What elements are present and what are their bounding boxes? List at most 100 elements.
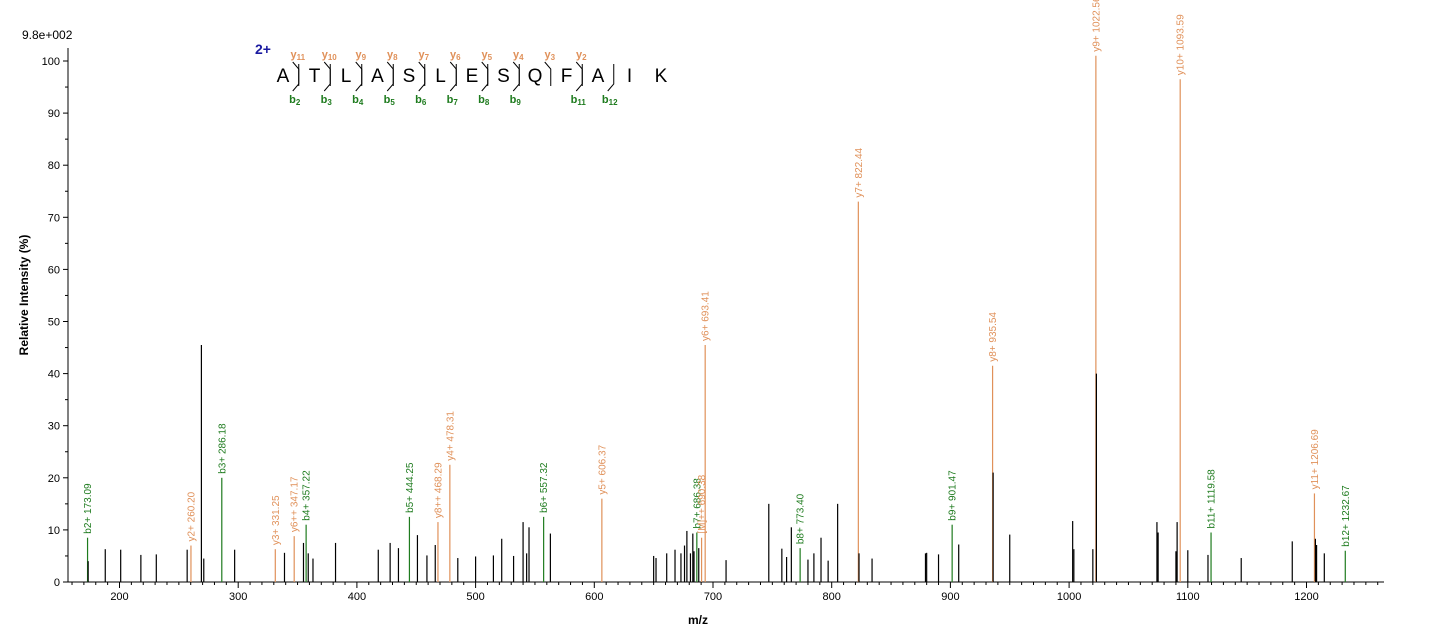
peak-labels: b2+ 173.09 y2+ 260.20 b3+ 286.18 y3+ 331.25… [83, 0, 1352, 547]
b-ion-label: b6 [415, 94, 427, 107]
y-fragment-marker [544, 61, 552, 86]
peak-label: b5+ 444.25 [405, 462, 416, 513]
residue: F [561, 66, 573, 87]
b-ion-label: b12 [602, 94, 618, 107]
peak-label: y11+ 1206.69 [1310, 429, 1321, 490]
b-ion-label: b11 [571, 94, 587, 107]
b-fragment-marker [386, 64, 394, 92]
x-tick-label: 400 [348, 591, 366, 603]
peak-label: y4+ 478.31 [445, 411, 456, 461]
b-fragment-marker [575, 64, 583, 92]
y-tick-label: 30 [48, 421, 60, 433]
peak-label: y10+ 1093.59 [1176, 14, 1187, 75]
peak-label: y5+ 606.37 [597, 444, 608, 494]
peak-label: y6+ 693.41 [701, 291, 712, 341]
peak-label: b7+ 686.38 [692, 478, 703, 529]
y-ion-label: y5 [481, 49, 492, 62]
y-fragment-marker [292, 61, 300, 86]
b-ion-label: b9 [510, 94, 522, 107]
peak-label: b3+ 286.18 [217, 423, 228, 474]
peak-label: y7+ 822.44 [854, 147, 865, 197]
y-ion-label: y11 [290, 49, 305, 62]
y-tick-label: 0 [54, 577, 60, 589]
b-ion-label: b8 [478, 94, 490, 107]
residue: S [403, 66, 416, 87]
residue: I [627, 66, 632, 87]
residue: L [341, 66, 352, 87]
y-tick-label: 20 [48, 473, 60, 485]
y-fragment-marker [512, 61, 520, 86]
b-ion-label: b7 [447, 94, 459, 107]
peak-label: [M]++ 690.38 [697, 474, 708, 533]
peak-label: b12+ 1232.67 [1341, 485, 1352, 547]
peak-label: y3+ 331.25 [271, 495, 282, 545]
b-ion-label: b3 [321, 94, 333, 107]
x-tick-label: 500 [466, 591, 484, 603]
y-tick-label: 80 [48, 160, 60, 172]
y-fragment-marker [323, 61, 331, 86]
b-ion-label: b2 [289, 94, 301, 107]
y-ion-label: y4 [513, 49, 524, 62]
y-tick-label: 90 [48, 108, 60, 120]
b-ion-label: b4 [352, 94, 364, 107]
y-ion-label: y2 [576, 49, 587, 62]
y-ion-label: y8 [387, 49, 398, 62]
residue: A [277, 66, 290, 87]
x-tick-label: 200 [110, 591, 128, 603]
charge-state: 2+ [255, 41, 271, 57]
x-tick-label: 300 [229, 591, 247, 603]
y-ion-label: y3 [544, 49, 555, 62]
b-fragment-marker [449, 64, 457, 92]
peak-label: b2+ 173.09 [83, 483, 94, 534]
peak-label: y2+ 260.20 [186, 491, 197, 541]
peak-label: y8+ 935.54 [988, 312, 999, 362]
x-tick-label: 700 [704, 591, 722, 603]
x-tick-label: 600 [585, 591, 603, 603]
y-fragment-marker [449, 61, 457, 86]
y-axis-label: Relative Intensity (%) [17, 235, 31, 356]
b-fragment-marker [355, 64, 363, 92]
residue: E [466, 66, 479, 87]
y-fragment-marker [355, 61, 363, 86]
residue: L [435, 66, 446, 87]
y-ion-label: y6 [450, 49, 461, 62]
y-ion-label: y10 [322, 49, 338, 62]
y-fragment-marker [418, 61, 426, 86]
x-tick-label: 900 [941, 591, 959, 603]
peak-label: y6++ 347.17 [290, 476, 301, 532]
b-fragment-marker [323, 64, 331, 92]
y-ion-label: y7 [418, 49, 429, 62]
peak-label: y9+ 1022.56 [1091, 0, 1102, 52]
residue: K [655, 66, 668, 87]
b-fragment-marker [512, 64, 520, 92]
y-tick-label: 60 [48, 264, 60, 276]
y-tick-label: 50 [48, 317, 60, 329]
peak-label: b6+ 557.32 [539, 462, 550, 513]
y-fragment-marker [481, 61, 489, 86]
y-tick-label: 40 [48, 369, 60, 381]
peaks [86, 55, 1346, 582]
y-tick-label: 70 [48, 212, 60, 224]
y-fragment-marker [575, 61, 583, 86]
peak-label: b9+ 901.47 [948, 470, 959, 521]
b-fragment-marker [607, 64, 615, 92]
axes: 0 10 20 30 40 50 60 70 80 90 100 200 300 400 500 600 700… [42, 48, 1384, 603]
x-tick-label: 1000 [1057, 591, 1081, 603]
x-axis-label: m/z [688, 613, 708, 627]
x-tick-label: 800 [823, 591, 841, 603]
y-tick-label: 10 [48, 525, 60, 537]
peak-label: b8+ 773.40 [796, 493, 807, 544]
x-tick-label: 1100 [1176, 591, 1200, 603]
b-ion-label: b5 [384, 94, 396, 107]
peak-label: b11+ 1119.58 [1207, 469, 1218, 529]
scale-label: 9.8e+002 [22, 28, 73, 42]
y-ion-label: y9 [355, 49, 366, 62]
peak-label: y8++ 468.29 [433, 462, 444, 518]
b-fragment-marker [292, 64, 300, 92]
b-fragment-marker [481, 64, 489, 92]
residue: A [592, 66, 605, 87]
y-tick-label: 100 [42, 56, 60, 68]
y-fragment-marker [386, 61, 394, 86]
residue: S [497, 66, 510, 87]
